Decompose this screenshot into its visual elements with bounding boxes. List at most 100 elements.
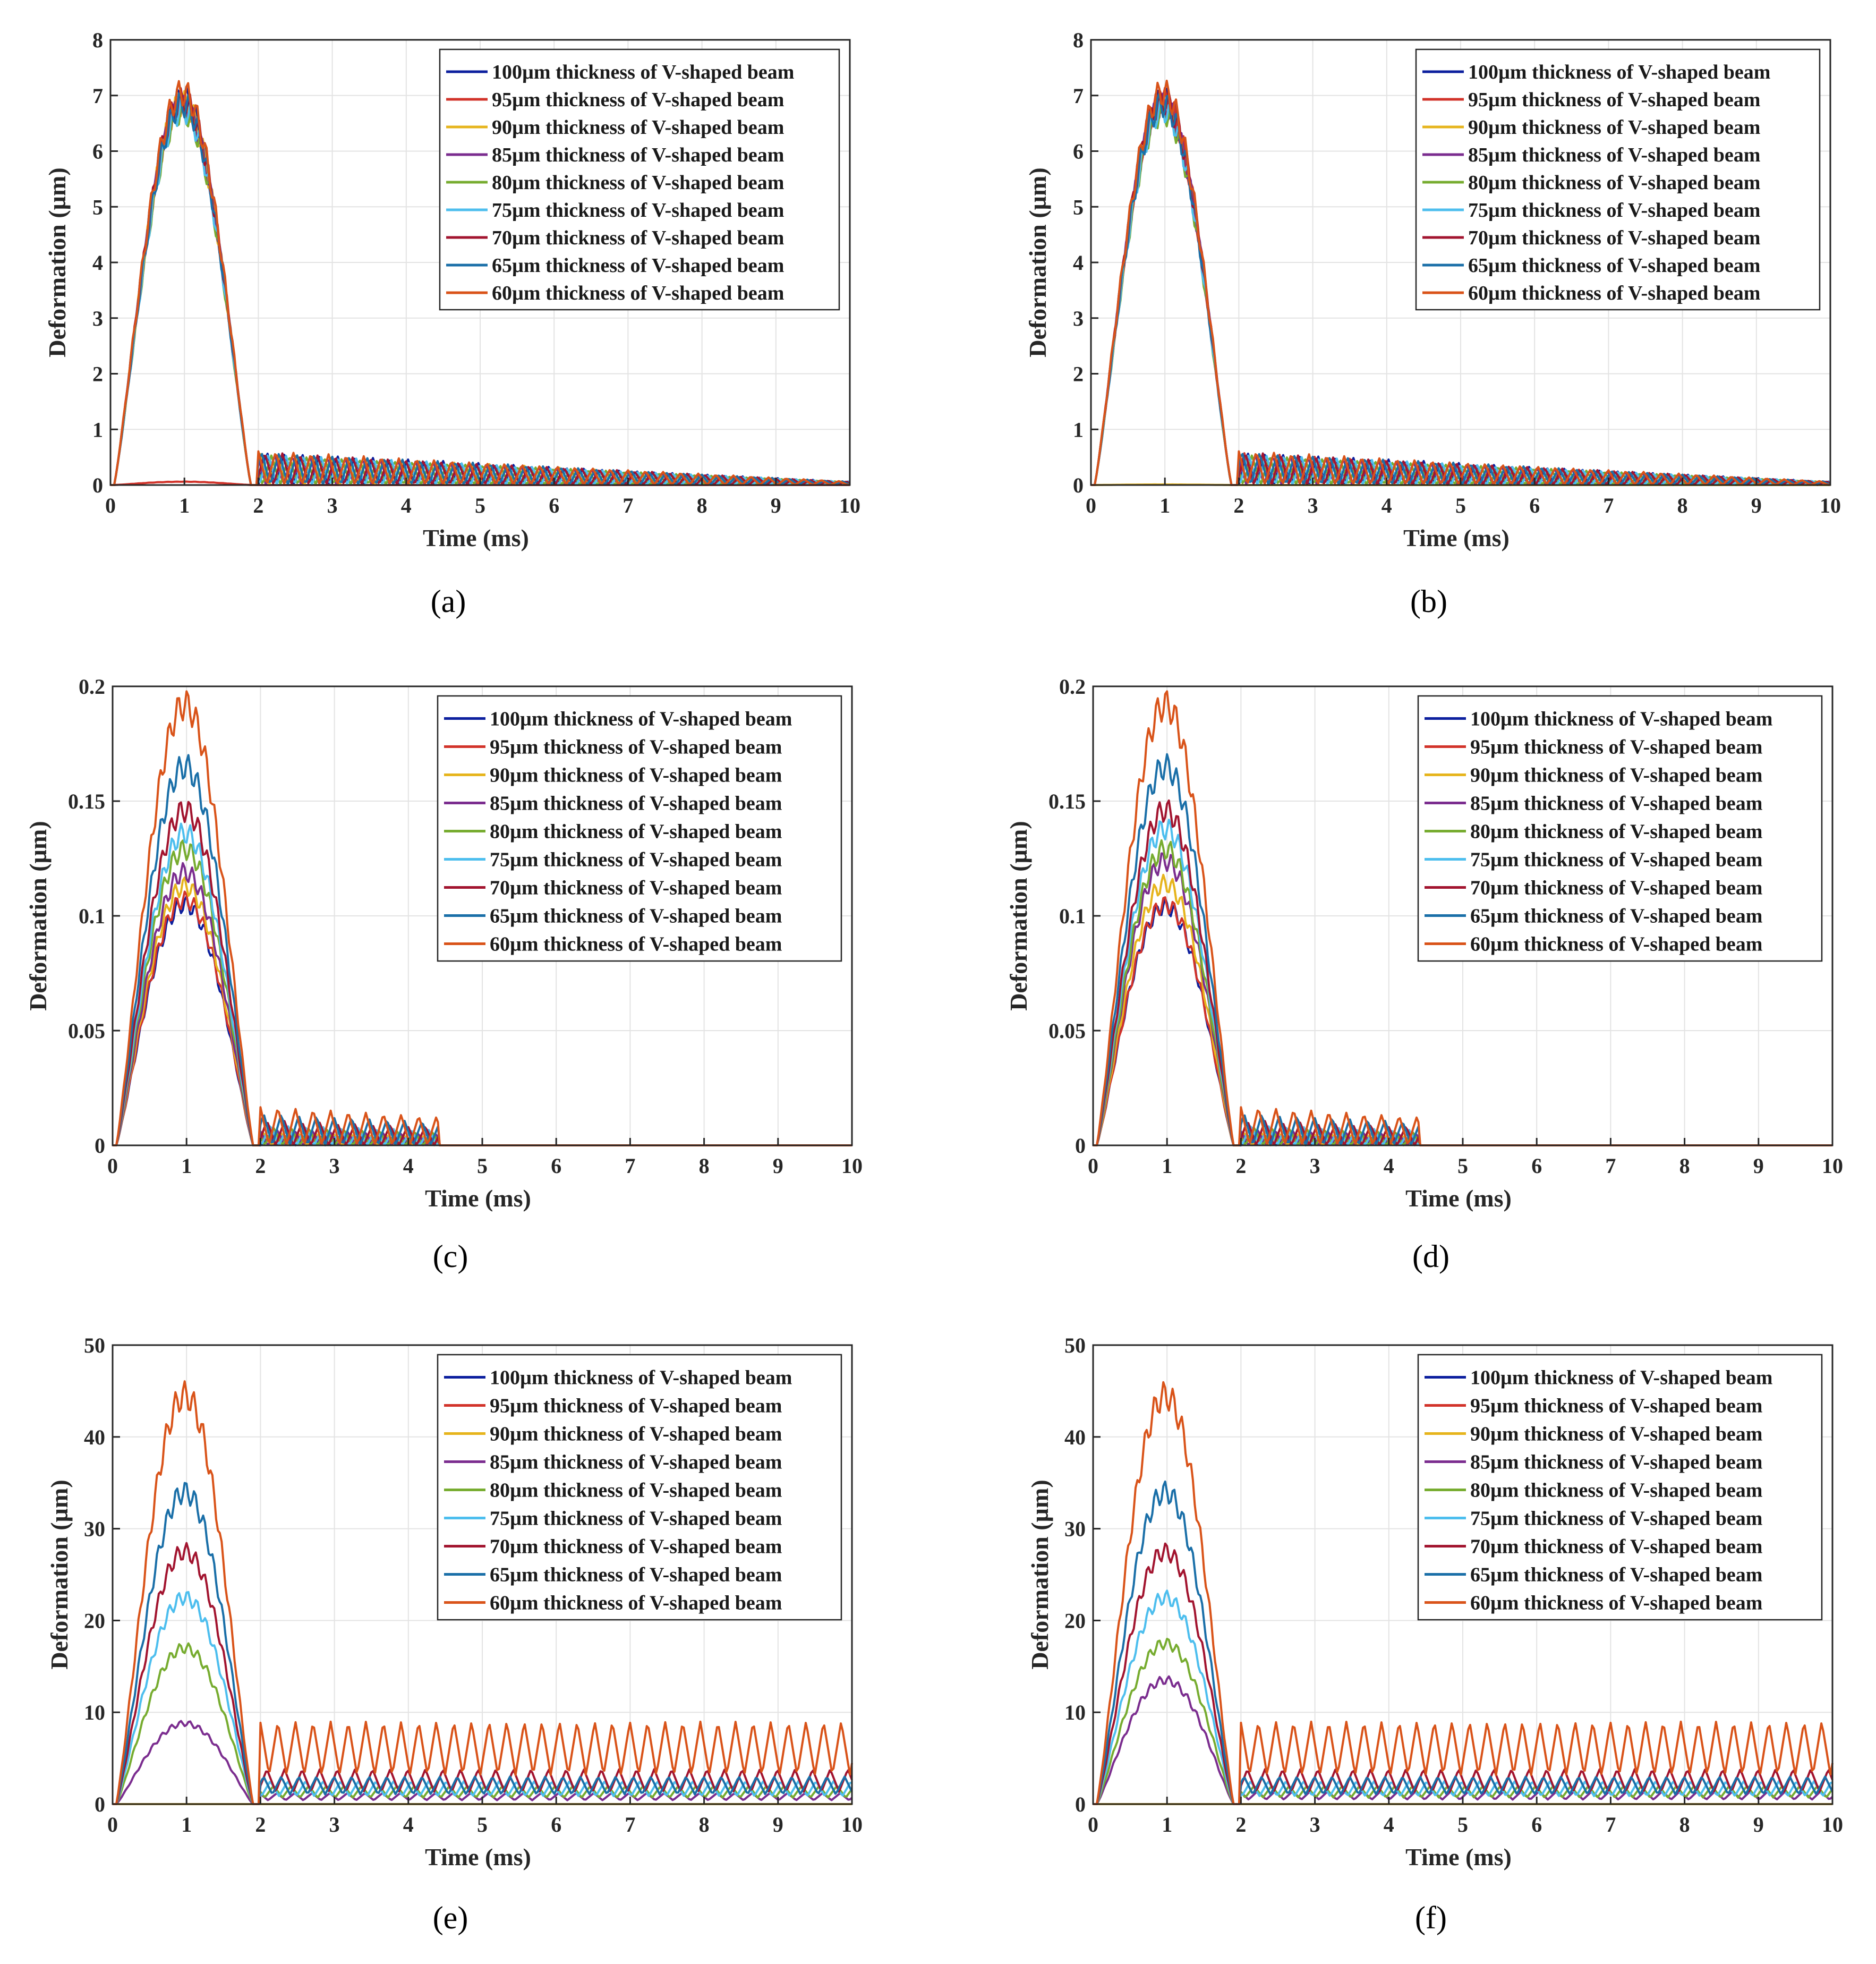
y-tick-label: 40 [84, 1425, 105, 1449]
x-tick-label: 4 [1384, 1154, 1394, 1178]
x-tick-label: 0 [107, 1813, 118, 1837]
legend-label: 60µm thickness of V-shaped beam [1470, 933, 1762, 956]
y-tick-label: 4 [1073, 251, 1084, 275]
x-tick-label: 1 [181, 1154, 192, 1178]
x-tick-label: 7 [1605, 1154, 1616, 1178]
x-tick-label: 0 [1088, 1813, 1098, 1837]
x-tick-label: 5 [1457, 1154, 1468, 1178]
legend-label: 70µm thickness of V-shaped beam [1470, 877, 1762, 899]
y-tick-label: 0.05 [1048, 1019, 1086, 1043]
x-tick-label: 3 [327, 494, 338, 517]
x-tick-label: 4 [403, 1813, 414, 1837]
legend-label: 90µm thickness of V-shaped beam [490, 764, 782, 787]
x-tick-label: 7 [625, 1813, 635, 1837]
y-tick-label: 6 [1073, 140, 1084, 164]
y-tick-label: 0.2 [79, 675, 105, 699]
chart-panel-f: 0 1 2 3 4 5 6 7 8 9 10 0 10 20 30 40 50 Time (ms) Deformat… [1026, 1333, 1843, 1871]
legend-label: 85µm thickness of V-shaped beam [490, 1451, 782, 1474]
chart-panel-e: 0 1 2 3 4 5 6 7 8 9 10 0 10 20 30 40 50 Time (ms) Deformat… [46, 1333, 863, 1871]
x-tick-label: 6 [551, 1813, 561, 1837]
x-tick-label: 1 [1162, 1813, 1172, 1837]
x-tick-label: 4 [1384, 1813, 1394, 1837]
legend-label: 95µm thickness of V-shaped beam [490, 1395, 782, 1417]
x-tick-label: 8 [1679, 1813, 1690, 1837]
legend-label: 70µm thickness of V-shaped beam [490, 877, 782, 899]
y-tick-label: 1 [1073, 418, 1084, 441]
legend-label: 85µm thickness of V-shaped beam [1468, 144, 1760, 166]
x-tick-label: 9 [771, 494, 781, 517]
x-tick-label: 6 [549, 494, 559, 517]
x-tick-label: 2 [1233, 494, 1244, 517]
y-tick-label: 7 [92, 84, 103, 108]
legend-label: 75µm thickness of V-shaped beam [1470, 1508, 1762, 1530]
x-axis-label: Time (ms) [425, 1185, 531, 1212]
x-axis-label: Time (ms) [423, 524, 529, 551]
legend-label: 70µm thickness of V-shaped beam [1470, 1536, 1762, 1558]
series-line-60um [113, 1380, 853, 1805]
legend-label: 90µm thickness of V-shaped beam [1468, 116, 1760, 139]
y-tick-label: 20 [84, 1609, 105, 1633]
panel-caption: (c) [433, 1239, 468, 1274]
legend-label: 65µm thickness of V-shaped beam [492, 254, 784, 277]
x-axis-label: Time (ms) [425, 1843, 531, 1871]
x-tick-label: 8 [699, 1813, 710, 1837]
y-tick-label: 0.1 [1059, 904, 1086, 928]
x-tick-label: 6 [1529, 494, 1540, 517]
legend-label: 60µm thickness of V-shaped beam [490, 933, 782, 956]
x-tick-label: 2 [255, 1154, 266, 1178]
chart-panel-b: 0 1 2 3 4 5 6 7 8 9 10 0 1 2 3 4 5 6 7 8 Time (ms) Deformatio… [1024, 28, 1841, 551]
legend-label: 100µm thickness of V-shaped beam [1470, 708, 1772, 730]
y-tick-label: 0.05 [68, 1019, 105, 1043]
x-tick-label: 4 [403, 1154, 414, 1178]
x-tick-label: 8 [697, 494, 707, 517]
legend-label: 60µm thickness of V-shaped beam [492, 282, 784, 304]
legend-label: 85µm thickness of V-shaped beam [1470, 1451, 1762, 1474]
legend-label: 80µm thickness of V-shaped beam [490, 1480, 782, 1502]
y-tick-label: 0 [1075, 1134, 1086, 1158]
y-tick-label: 50 [84, 1333, 105, 1357]
y-tick-label: 0.1 [79, 904, 105, 928]
x-tick-label: 7 [623, 494, 633, 517]
legend-label: 85µm thickness of V-shaped beam [490, 793, 782, 815]
legend-label: 95µm thickness of V-shaped beam [1470, 1395, 1762, 1417]
legend-label: 75µm thickness of V-shaped beam [490, 849, 782, 871]
x-axis-label: Time (ms) [1403, 524, 1510, 551]
y-tick-label: 5 [1073, 195, 1084, 219]
legend-label: 90µm thickness of V-shaped beam [1470, 764, 1762, 787]
legend-label: 100µm thickness of V-shaped beam [492, 61, 794, 83]
x-tick-label: 3 [329, 1813, 340, 1837]
x-tick-label: 0 [105, 494, 116, 517]
legend-box [437, 1354, 842, 1621]
legend-label: 80µm thickness of V-shaped beam [490, 821, 782, 843]
y-tick-label: 7 [1073, 84, 1084, 108]
y-tick-label: 0 [1075, 1792, 1086, 1816]
legend-label: 75µm thickness of V-shaped beam [1468, 199, 1760, 222]
series-line-80um [113, 1642, 853, 1805]
series-line-65um [1093, 1480, 1834, 1805]
legend-label: 70µm thickness of V-shaped beam [490, 1536, 782, 1558]
legend-label: 65µm thickness of V-shaped beam [1470, 1564, 1762, 1586]
chart-panel-d: 0 1 2 3 4 5 6 7 8 9 10 0 0.05 0.1 0.15 0.2 Time (ms) Defo… [1005, 675, 1843, 1212]
x-tick-label: 7 [1605, 1813, 1616, 1837]
x-tick-label: 10 [841, 1154, 863, 1178]
x-tick-label: 10 [839, 494, 860, 517]
y-tick-label: 30 [84, 1517, 105, 1541]
y-tick-label: 5 [92, 195, 103, 219]
legend-box [1417, 1354, 1823, 1621]
legend-label: 95µm thickness of V-shaped beam [490, 736, 782, 759]
panel-caption: (d) [1412, 1239, 1449, 1274]
x-tick-label: 5 [477, 1813, 488, 1837]
y-axis-label: Deformation (µm) [1024, 167, 1051, 357]
legend-label: 100µm thickness of V-shaped beam [490, 1367, 792, 1389]
y-axis-label: Deformation (µm) [46, 1480, 73, 1669]
x-tick-label: 4 [401, 494, 412, 517]
x-tick-label: 9 [1753, 1813, 1764, 1837]
x-tick-label: 3 [329, 1154, 340, 1178]
y-tick-label: 0.2 [1059, 675, 1086, 699]
x-tick-label: 6 [1531, 1154, 1542, 1178]
x-tick-label: 3 [1310, 1154, 1320, 1178]
legend-label: 90µm thickness of V-shaped beam [492, 116, 784, 139]
y-tick-label: 30 [1064, 1517, 1086, 1541]
legend-label: 100µm thickness of V-shaped beam [1468, 61, 1770, 83]
